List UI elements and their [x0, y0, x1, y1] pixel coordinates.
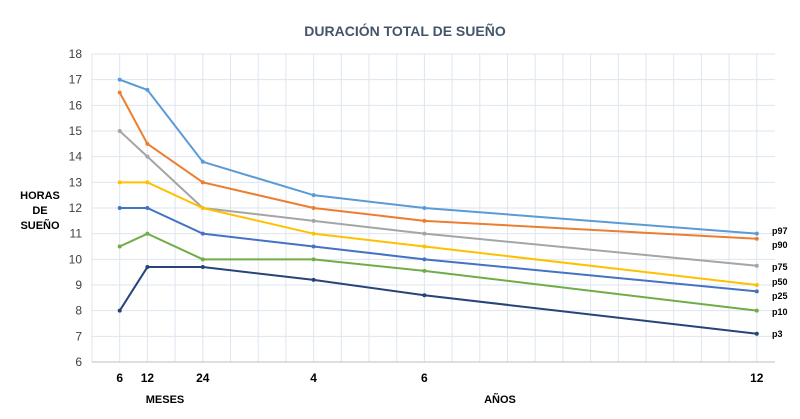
data-point-p90: [117, 90, 122, 95]
data-point-p50: [200, 206, 205, 210]
data-point-p10: [145, 231, 150, 236]
data-point-p97: [145, 87, 150, 92]
data-point-p50: [117, 180, 122, 185]
x-tick-label: 6: [421, 371, 428, 385]
data-point-p25: [311, 244, 316, 249]
data-point-p97: [311, 193, 316, 198]
x-tick-label: 24: [196, 371, 210, 385]
series-label-p10: p10: [772, 307, 788, 317]
y-tick-label: 10: [69, 252, 83, 266]
y-axis-label-3: SUEÑO: [20, 219, 60, 232]
data-point-p10: [754, 308, 759, 313]
data-point-p10: [200, 257, 205, 262]
y-tick-label: 8: [75, 304, 82, 318]
series-line-p97: [119, 78, 757, 235]
x-tick-label: 12: [141, 371, 155, 385]
series-label-p3: p3: [772, 329, 783, 339]
y-tick-label: 6: [75, 355, 82, 369]
series-label-p97: p97: [772, 226, 788, 236]
series-line-p3: [118, 266, 757, 335]
y-axis-label-2: DE: [32, 205, 47, 217]
y-tick-label: 12: [69, 201, 83, 215]
x-axis-label-years: AÑOS: [484, 393, 516, 406]
y-tick-label: 9: [75, 278, 82, 292]
data-point-p90: [422, 218, 427, 223]
data-point-p3: [754, 331, 759, 336]
data-point-p25: [422, 257, 427, 262]
data-point-p75: [145, 154, 150, 159]
data-point-p75: [422, 231, 427, 236]
series-label-p25: p25: [772, 291, 788, 301]
series-line-p50: [119, 181, 757, 286]
data-point-p50: [754, 283, 759, 287]
data-point-p3: [117, 308, 122, 313]
x-axis-label-months: MESES: [146, 394, 185, 406]
data-point-p75: [311, 218, 316, 223]
series-line-p25: [119, 207, 757, 293]
x-tick-label: 6: [116, 371, 123, 385]
series-line-p75: [119, 130, 757, 267]
chart-title: DURACIÓN TOTAL DE SUEÑO: [304, 22, 506, 39]
series-line-p10: [119, 232, 757, 312]
series-label-p75: p75: [772, 262, 788, 272]
data-point-p90: [754, 236, 759, 241]
data-point-p50: [311, 231, 316, 236]
data-point-p10: [311, 257, 316, 262]
data-point-p3: [200, 265, 205, 270]
series-line-p90: [118, 92, 757, 240]
x-tick-label: 4: [310, 371, 317, 385]
data-point-p10: [117, 244, 122, 249]
data-point-p3: [422, 293, 427, 298]
data-point-p50: [145, 180, 150, 185]
data-point-p97: [117, 77, 122, 82]
y-tick-label: 14: [69, 150, 83, 164]
y-tick-label: 7: [75, 329, 82, 343]
data-point-p3: [311, 277, 316, 282]
data-point-p25: [200, 231, 205, 236]
data-point-p3: [145, 265, 150, 270]
data-point-p25: [117, 206, 122, 210]
data-point-p10: [422, 268, 427, 273]
data-point-p50: [422, 244, 427, 249]
data-point-p97: [754, 231, 759, 236]
data-point-p90: [145, 141, 150, 146]
data-point-p25: [754, 289, 759, 294]
y-tick-label: 17: [69, 73, 83, 87]
y-tick-label: 13: [69, 175, 83, 189]
y-axis-label-1: HORAS: [20, 190, 60, 202]
data-point-p25: [145, 206, 150, 210]
series-label-p90: p90: [772, 240, 788, 250]
data-point-p90: [200, 180, 205, 185]
y-tick-label: 18: [69, 47, 83, 61]
data-point-p75: [754, 263, 759, 268]
data-point-p97: [422, 206, 427, 210]
series-label-p50: p50: [772, 277, 788, 287]
x-tick-label: 12: [750, 371, 764, 385]
data-point-p75: [117, 129, 122, 133]
y-tick-label: 16: [69, 98, 83, 112]
y-tick-label: 11: [70, 227, 83, 241]
data-point-p97: [200, 159, 205, 164]
data-point-p90: [311, 206, 316, 210]
y-tick-label: 15: [69, 124, 83, 138]
